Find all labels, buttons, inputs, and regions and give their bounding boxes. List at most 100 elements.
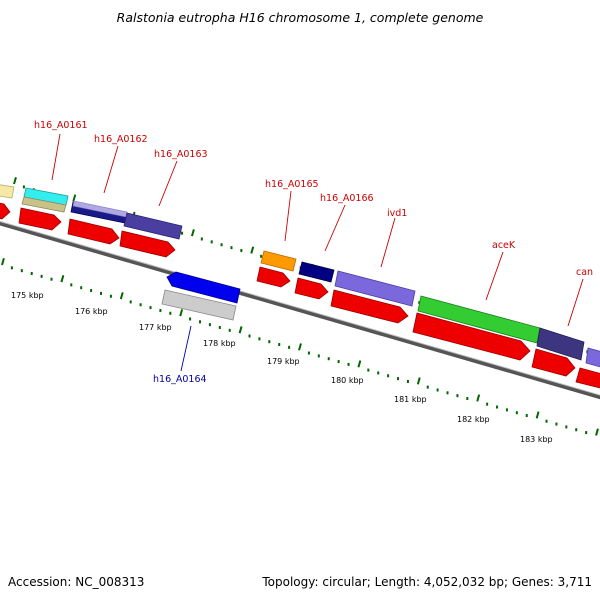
- feature-box-dark-slate[interactable]: [536, 327, 585, 361]
- ring-tick-minor: [436, 388, 439, 392]
- ring-tick-minor: [278, 343, 281, 347]
- tick-label: 179 kbp: [267, 357, 300, 366]
- ring-tick-minor: [446, 391, 449, 395]
- cds-arrow[interactable]: [256, 266, 291, 288]
- gene-label[interactable]: h16_A0166: [320, 193, 374, 204]
- ring-tick-minor: [80, 286, 83, 290]
- feature-box-khaki[interactable]: [21, 196, 67, 213]
- cds-arrow[interactable]: [330, 289, 409, 324]
- tick-label: 181 kbp: [394, 395, 427, 404]
- ring-tick-minor: [575, 428, 578, 432]
- feature-box-pale-yellow[interactable]: [0, 184, 15, 199]
- ring-tick-minor: [50, 277, 53, 281]
- cds-arrow[interactable]: [294, 277, 329, 300]
- feature-box-medium-slate-blue-edge[interactable]: [585, 347, 600, 368]
- feature-box-medium-slate-blue[interactable]: [334, 270, 416, 307]
- cds-arrow[interactable]: [412, 312, 531, 361]
- ring-tick-major: [595, 428, 599, 436]
- ring-tick-major: [119, 292, 124, 300]
- gene-labels: h16_A0161 h16_A0162 h16_A0163 h16_A0165 …: [34, 120, 593, 385]
- ring-tick-minor: [406, 379, 409, 383]
- reverse-cds-arrow-blue[interactable]: [166, 271, 241, 304]
- map-title: Ralstonia eutropha H16 chromosome 1, com…: [116, 10, 484, 25]
- gene-label[interactable]: aceK: [492, 240, 516, 251]
- ring-tick-minor: [486, 402, 489, 406]
- cds-arrow[interactable]: [18, 207, 62, 231]
- gene-label[interactable]: h16_A0161: [34, 120, 88, 131]
- ring-tick-minor: [70, 283, 73, 287]
- ring-tick-minor: [109, 294, 112, 298]
- gene-label[interactable]: h16_A0165: [265, 179, 319, 190]
- ring-tick-minor: [100, 291, 103, 295]
- reverse-feature-box-grey[interactable]: [161, 289, 237, 321]
- ring-tick-major: [179, 309, 184, 317]
- ring-tick-minor: [139, 303, 142, 307]
- ring-tick-minor: [505, 408, 508, 412]
- genome-backbone: [0, 220, 600, 400]
- ring-tick-minor: [240, 249, 243, 253]
- tick-label: 178 kbp: [203, 339, 236, 348]
- ring-tick-minor: [159, 308, 162, 312]
- ring-tick-minor: [200, 237, 203, 241]
- ring-tick-minor: [230, 246, 233, 250]
- ring-tick-minor: [466, 397, 469, 401]
- gene-label[interactable]: can: [576, 267, 593, 278]
- ring-tick-minor: [268, 340, 271, 344]
- gene-label[interactable]: ivd1: [387, 208, 407, 219]
- ring-tick-minor: [525, 414, 528, 418]
- ring-tick-major: [60, 275, 65, 283]
- feature-box-slate-blue[interactable]: [123, 212, 183, 240]
- feature-box-orange[interactable]: [260, 250, 297, 272]
- tick-label: 182 kbp: [457, 415, 490, 424]
- ring-tick-major: [298, 343, 302, 351]
- ring-tick-minor: [248, 334, 251, 338]
- ring-tick-minor: [258, 337, 261, 341]
- ring-tick-minor: [387, 374, 390, 378]
- cds-arrows: [0, 202, 600, 389]
- reverse-features: [161, 271, 241, 321]
- tick-label: 175 kbp: [11, 291, 44, 300]
- ring-tick-minor: [426, 385, 429, 389]
- cds-arrow[interactable]: [67, 218, 120, 245]
- ring-tick-major: [72, 194, 77, 202]
- cds-arrow[interactable]: [119, 230, 176, 258]
- feature-box-green[interactable]: [417, 295, 541, 344]
- ring-tick-minor: [456, 394, 459, 398]
- ring-tick-minor: [327, 357, 330, 361]
- ring-tick-minor: [260, 254, 263, 258]
- ring-tick-minor: [565, 425, 568, 429]
- gene-label[interactable]: h16_A0163: [154, 149, 208, 160]
- ring-tick-minor: [22, 185, 25, 189]
- ring-tick-minor: [181, 231, 184, 235]
- ring-tick-minor: [129, 300, 132, 304]
- ring-tick-major: [238, 326, 243, 334]
- feature-box-navy[interactable]: [298, 261, 335, 283]
- ring-tick-minor: [377, 371, 380, 375]
- tick-label: 183 kbp: [520, 435, 553, 444]
- ring-tick-minor: [288, 345, 291, 349]
- gene-label[interactable]: h16_A0164: [153, 374, 207, 385]
- tick-label: 180 kbp: [331, 376, 364, 385]
- gene-label[interactable]: h16_A0162: [94, 134, 148, 145]
- genome-summary-text: Topology: circular; Length: 4,052,032 bp…: [262, 575, 592, 589]
- ring-tick-minor: [199, 320, 202, 324]
- kbp-tick-labels: 175 kbp 176 kbp 177 kbp 178 kbp 179 kbp …: [11, 291, 553, 444]
- ring-tick-minor: [210, 240, 213, 244]
- forward-features: [0, 184, 600, 368]
- ring-tick-minor: [149, 306, 152, 310]
- cds-arrow[interactable]: [575, 367, 600, 389]
- ring-tick-minor: [10, 266, 13, 270]
- ring-tick-minor: [337, 360, 340, 364]
- cds-arrow[interactable]: [0, 202, 11, 220]
- ring-tick-major: [250, 246, 255, 254]
- cds-arrow[interactable]: [531, 348, 576, 377]
- gene-label-lines: [51, 133, 584, 372]
- ring-tick-minor: [169, 311, 172, 315]
- ring-tick-minor: [496, 405, 499, 409]
- inner-dotted-ring: [1, 257, 599, 436]
- ring-tick-major: [190, 229, 195, 237]
- ring-tick-major: [476, 394, 481, 402]
- ring-tick-minor: [397, 377, 400, 381]
